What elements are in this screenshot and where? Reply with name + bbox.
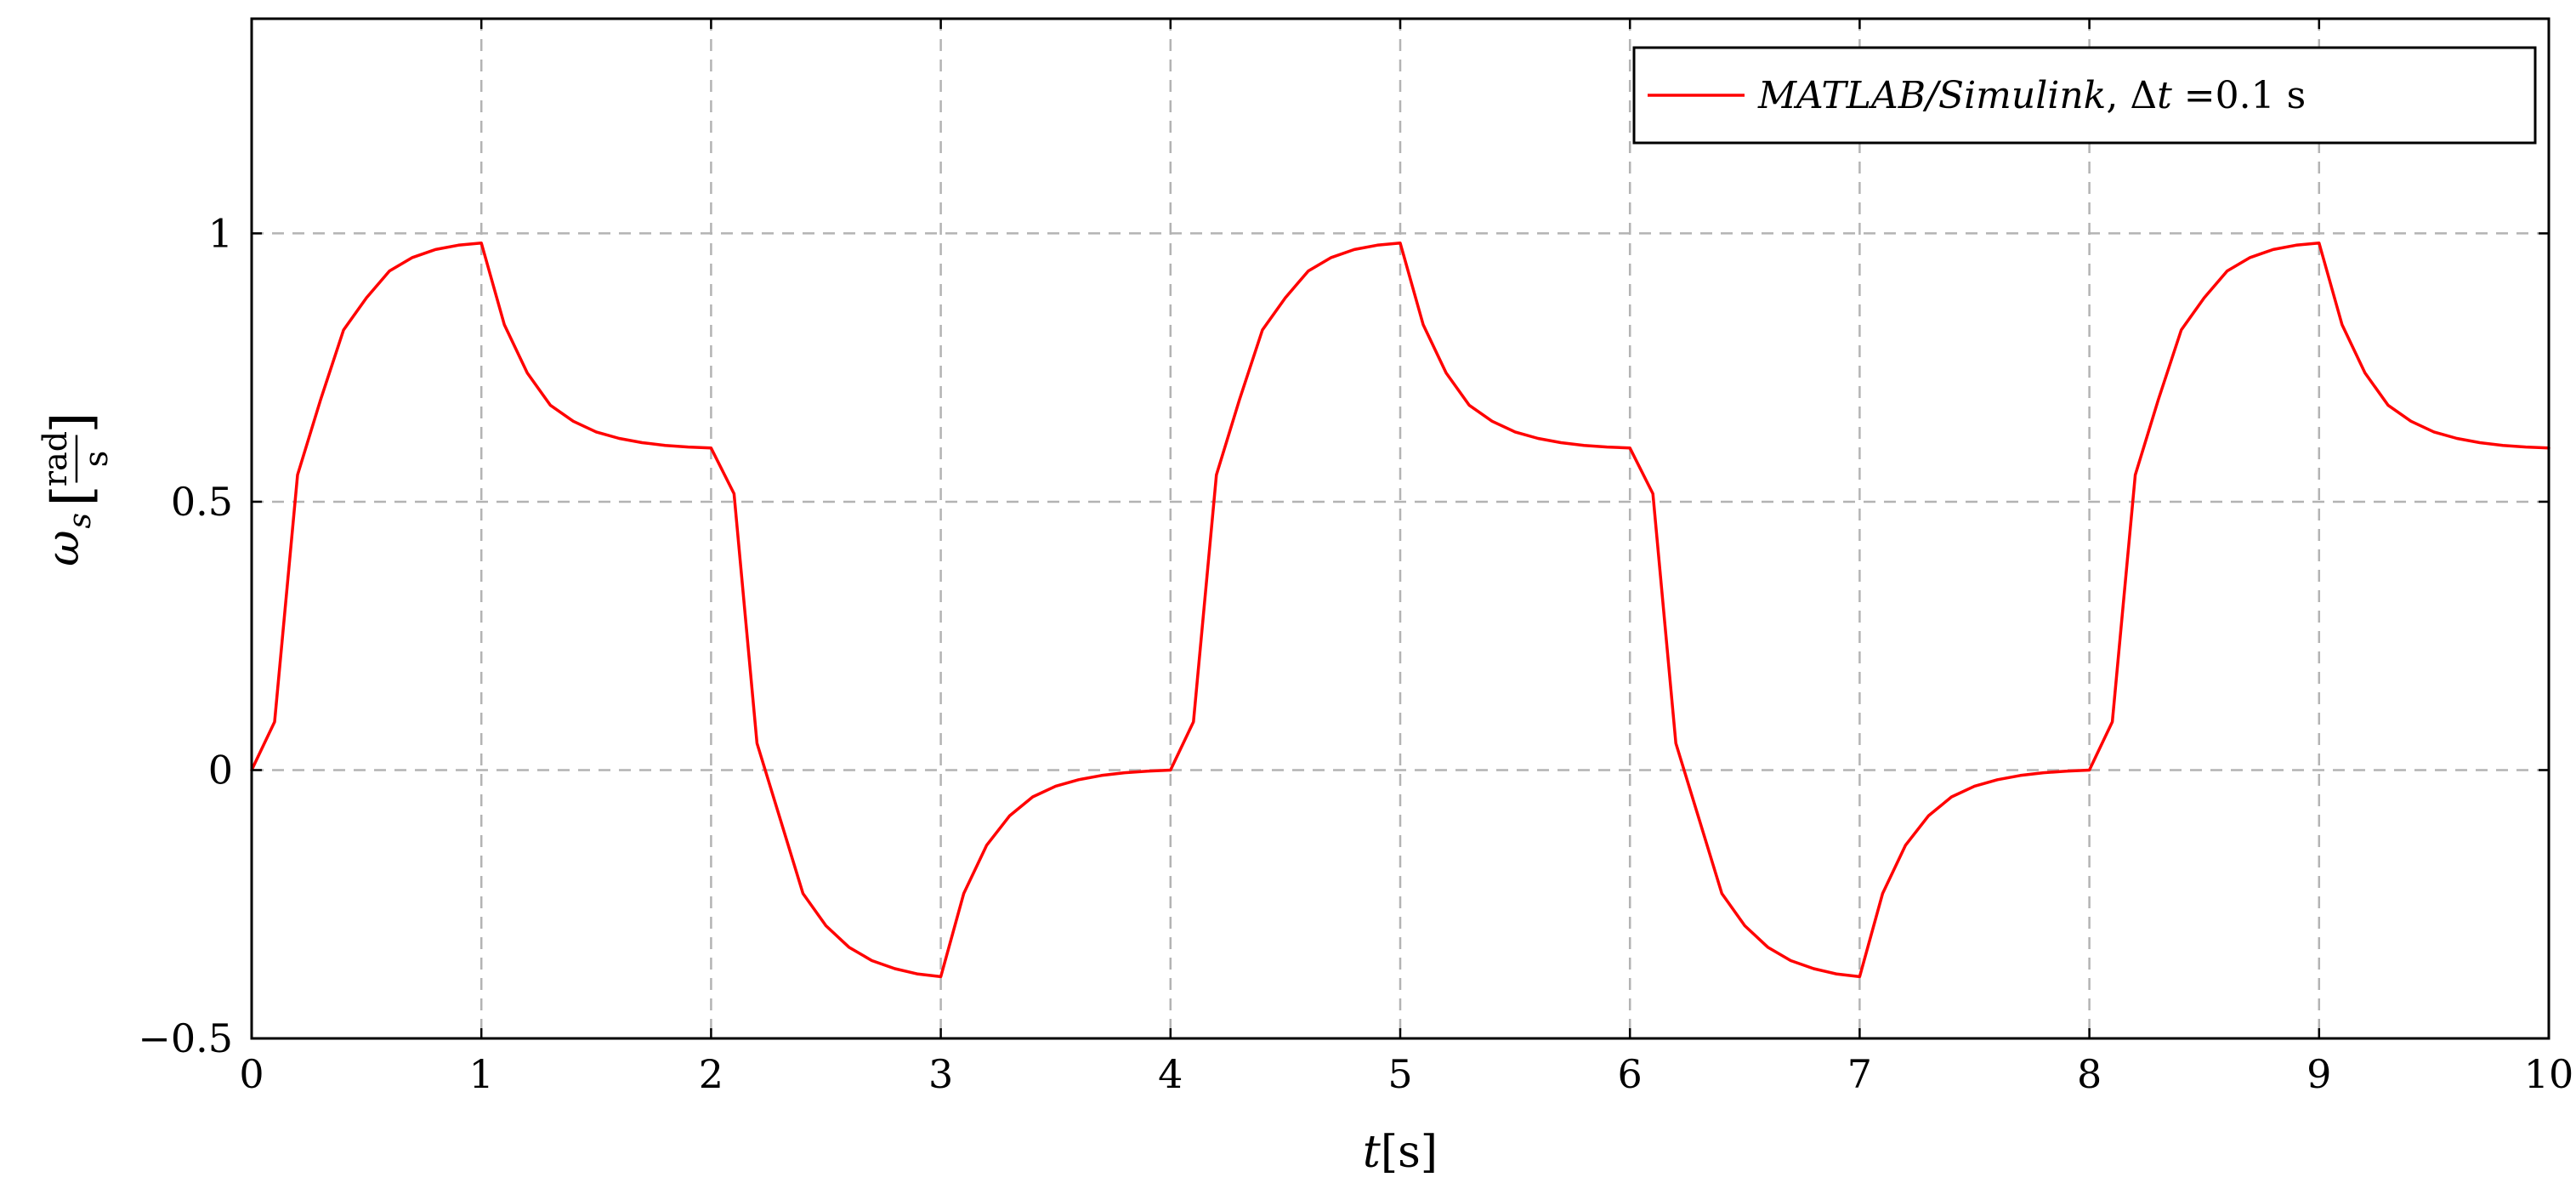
x-tick-label: 5 (1387, 1051, 1412, 1097)
x-tick-label: 3 (928, 1051, 953, 1097)
legend-label-tvar: t (2157, 74, 2172, 117)
x-tick-label: 0 (239, 1051, 264, 1097)
y-axis-bracket-open: [ (41, 486, 104, 507)
legend-box (1632, 46, 2537, 145)
y-tick-label: 0 (208, 747, 233, 793)
x-tick-label: 8 (2077, 1051, 2102, 1097)
ticks: 0 1 2 3 4 5 6 7 8 9 10−0.500.51 (138, 19, 2573, 1097)
legend-label-rest: =0.1 s (2172, 74, 2306, 117)
x-axis-title: t[s] (1363, 1127, 1438, 1178)
x-tick-label: 6 (1618, 1051, 1643, 1097)
series-line-simulink (250, 242, 2550, 979)
y-axis-bracket-close: ] (41, 412, 104, 434)
legend-label-simulink: MATLAB/Simulink, Δt =0.1 s (1757, 74, 2306, 117)
x-axis-unit: [s] (1381, 1127, 1438, 1178)
x-tick-label: 9 (2306, 1051, 2331, 1097)
legend-label-italic: MATLAB/Simulink (1757, 74, 2106, 117)
x-tick-label: 4 (1158, 1051, 1183, 1097)
y-tick-label: 1 (208, 210, 233, 256)
series-layer (250, 242, 2550, 979)
y-axis-sub: s (63, 513, 98, 528)
y-axis-var: ω (38, 531, 89, 566)
y-axis-unit-den: s (77, 451, 115, 468)
grid (252, 19, 2549, 1038)
y-axis-unit-num: rad (37, 431, 74, 486)
y-axis-title: ω s [ rad s ] (37, 412, 115, 566)
x-tick-label: 2 (699, 1051, 723, 1097)
y-tick-label: −0.5 (138, 1015, 233, 1061)
x-axis-var: t (1363, 1127, 1381, 1178)
x-tick-label: 7 (1847, 1051, 1872, 1097)
legend: MATLAB/Simulink, Δt =0.1 s (1632, 46, 2537, 145)
legend-label-sep: , (2106, 74, 2130, 117)
x-tick-label: 1 (469, 1051, 494, 1097)
x-tick-label: 10 (2524, 1051, 2574, 1097)
legend-label-delta: Δ (2130, 74, 2157, 117)
y-tick-label: 0.5 (171, 479, 233, 525)
